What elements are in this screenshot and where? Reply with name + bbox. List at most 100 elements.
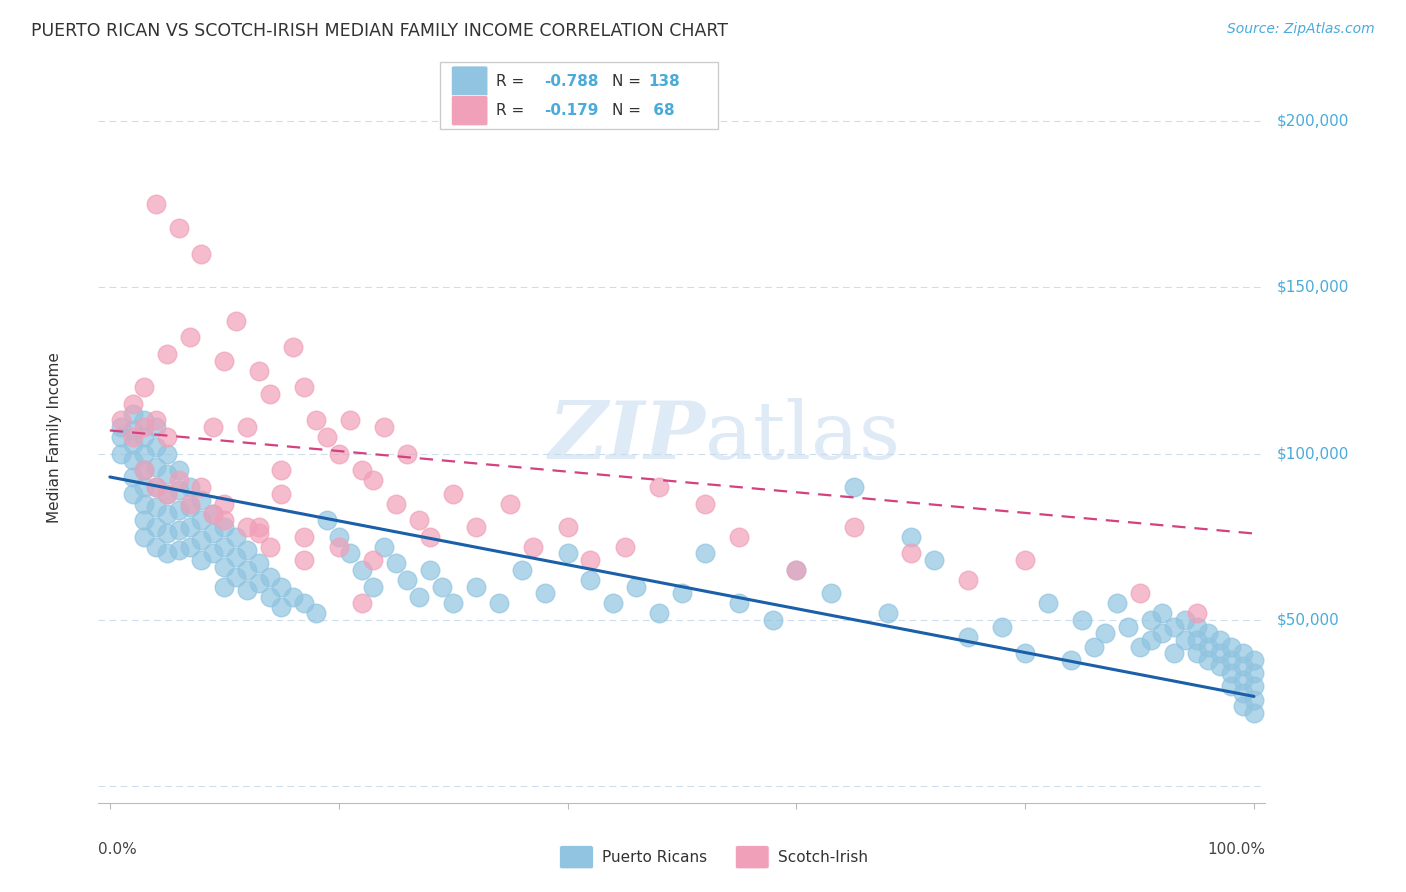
- Point: [134, 497, 156, 511]
- Point: [1208, 646, 1230, 660]
- Point: [648, 607, 671, 621]
- Point: [1140, 613, 1163, 627]
- Point: [1243, 706, 1265, 720]
- Point: [441, 486, 464, 500]
- Point: [1243, 666, 1265, 681]
- Point: [350, 563, 373, 577]
- Point: [328, 530, 350, 544]
- Point: [842, 480, 865, 494]
- Point: [1185, 607, 1208, 621]
- Point: [1208, 659, 1230, 673]
- Text: 138: 138: [648, 74, 681, 88]
- Point: [522, 540, 544, 554]
- Point: [693, 497, 716, 511]
- Point: [1140, 632, 1163, 647]
- Point: [602, 596, 624, 610]
- Point: [247, 520, 270, 534]
- Point: [167, 473, 190, 487]
- Point: [156, 526, 179, 541]
- Point: [121, 470, 143, 484]
- Point: [1116, 619, 1139, 633]
- Point: [613, 540, 636, 554]
- Point: [361, 473, 384, 487]
- Point: [1163, 619, 1185, 633]
- Point: [201, 546, 224, 560]
- Point: [842, 520, 865, 534]
- Point: [922, 553, 945, 567]
- Point: [190, 493, 212, 508]
- Point: [156, 467, 179, 481]
- Point: [396, 573, 419, 587]
- Point: [145, 197, 167, 211]
- Point: [292, 553, 315, 567]
- Point: [956, 573, 979, 587]
- Point: [1094, 626, 1116, 640]
- Point: [316, 430, 339, 444]
- Point: [385, 497, 408, 511]
- Point: [145, 500, 167, 514]
- Point: [110, 420, 132, 434]
- Point: [1174, 613, 1197, 627]
- Text: $100,000: $100,000: [1277, 446, 1348, 461]
- Point: [316, 513, 339, 527]
- Point: [339, 546, 361, 560]
- Point: [1197, 640, 1219, 654]
- Point: [236, 563, 259, 577]
- Point: [201, 420, 224, 434]
- Point: [134, 413, 156, 427]
- Point: [167, 463, 190, 477]
- Point: [488, 596, 510, 610]
- Point: [110, 430, 132, 444]
- Point: [292, 530, 315, 544]
- Point: [134, 480, 156, 494]
- Point: [991, 619, 1014, 633]
- Point: [225, 530, 247, 544]
- Point: [557, 546, 579, 560]
- Point: [214, 497, 236, 511]
- Point: [121, 436, 143, 450]
- Point: [214, 540, 236, 554]
- Point: [1197, 653, 1219, 667]
- Point: [201, 507, 224, 521]
- Point: [1232, 699, 1254, 714]
- Point: [1128, 586, 1150, 600]
- Point: [465, 520, 488, 534]
- Point: [225, 314, 247, 328]
- Point: [1220, 680, 1243, 694]
- Text: Source: ZipAtlas.com: Source: ZipAtlas.com: [1227, 22, 1375, 37]
- Text: atlas: atlas: [706, 398, 900, 476]
- Point: [145, 440, 167, 454]
- Point: [1014, 646, 1036, 660]
- Point: [134, 463, 156, 477]
- Point: [328, 447, 350, 461]
- Point: [121, 407, 143, 421]
- Point: [247, 363, 270, 377]
- Point: [350, 596, 373, 610]
- Point: [134, 447, 156, 461]
- Text: -0.179: -0.179: [544, 103, 599, 118]
- Point: [441, 596, 464, 610]
- Point: [145, 413, 167, 427]
- Point: [1197, 626, 1219, 640]
- Point: [1220, 653, 1243, 667]
- Point: [179, 497, 201, 511]
- Point: [121, 424, 143, 438]
- Point: [1163, 646, 1185, 660]
- Point: [134, 513, 156, 527]
- Point: [156, 430, 179, 444]
- Point: [121, 397, 143, 411]
- Point: [1220, 666, 1243, 681]
- Point: [259, 570, 281, 584]
- Point: [247, 576, 270, 591]
- Point: [247, 557, 270, 571]
- Point: [305, 607, 328, 621]
- Text: $150,000: $150,000: [1277, 280, 1348, 295]
- Point: [214, 353, 236, 368]
- Point: [156, 486, 179, 500]
- Point: [179, 500, 201, 514]
- Point: [156, 486, 179, 500]
- Point: [408, 513, 430, 527]
- Point: [121, 453, 143, 467]
- Point: [1185, 632, 1208, 647]
- Point: [1071, 613, 1094, 627]
